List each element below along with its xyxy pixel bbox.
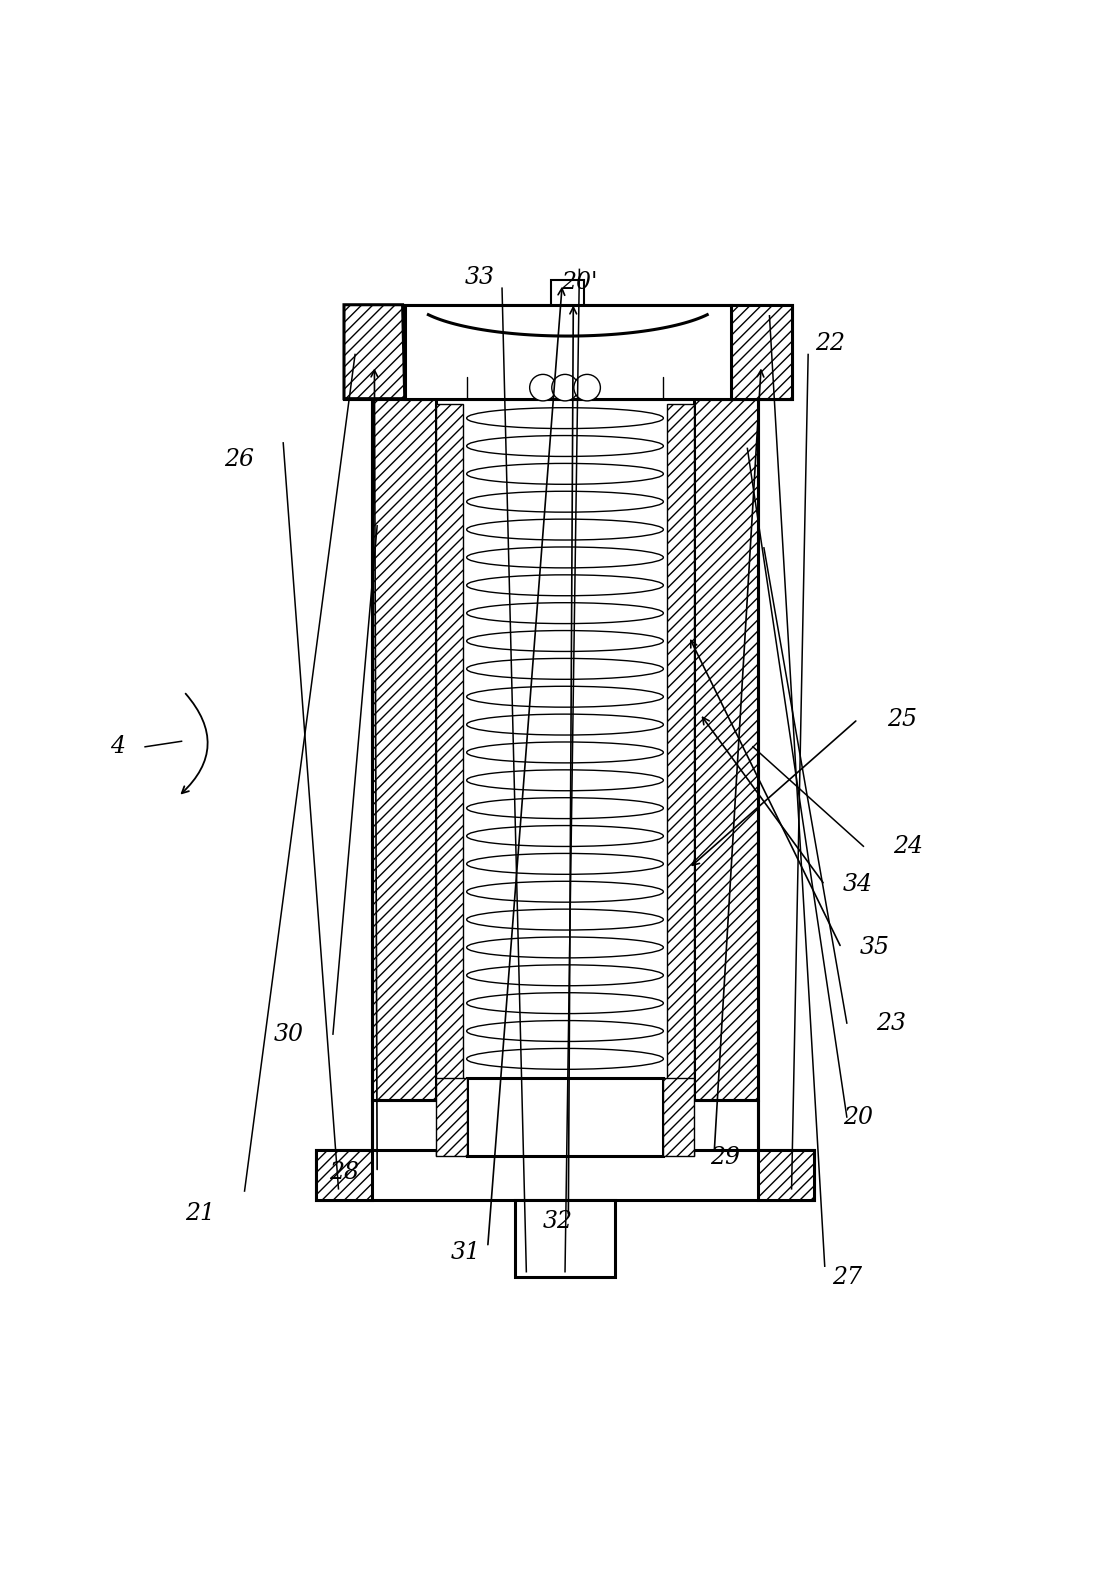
Text: 20': 20' [561,271,598,294]
Text: 35: 35 [859,937,890,959]
Text: 29: 29 [711,1147,741,1169]
Bar [667,405,694,1095]
Bar [435,405,463,1095]
Text: 26: 26 [224,448,254,471]
Text: 31: 31 [451,1242,480,1264]
Circle shape [574,375,601,400]
Bar [435,1079,467,1156]
Bar [694,399,759,1101]
Bar [372,399,435,1101]
Bar [552,280,584,305]
Bar [467,405,664,1073]
Bar [317,1150,372,1199]
Text: 22: 22 [816,332,845,354]
Bar [344,305,791,399]
Text: 28: 28 [329,1161,359,1183]
Text: 25: 25 [887,707,918,731]
Text: 20: 20 [843,1106,873,1128]
Text: 27: 27 [831,1266,862,1289]
Bar [515,1199,614,1277]
Text: 32: 32 [543,1210,572,1234]
Circle shape [552,375,579,400]
Text: 23: 23 [876,1011,906,1035]
Bar [467,1079,664,1156]
Text: 34: 34 [843,873,873,897]
Text: 21: 21 [186,1202,215,1224]
Bar [317,1150,814,1199]
Bar [664,1079,694,1156]
Bar [405,305,731,399]
Bar [759,1150,814,1199]
Text: 24: 24 [893,835,922,857]
Text: 33: 33 [464,266,495,288]
Circle shape [529,375,556,400]
Polygon shape [731,305,791,399]
Text: 30: 30 [274,1022,303,1046]
Polygon shape [344,305,405,399]
Text: 4: 4 [110,736,125,758]
